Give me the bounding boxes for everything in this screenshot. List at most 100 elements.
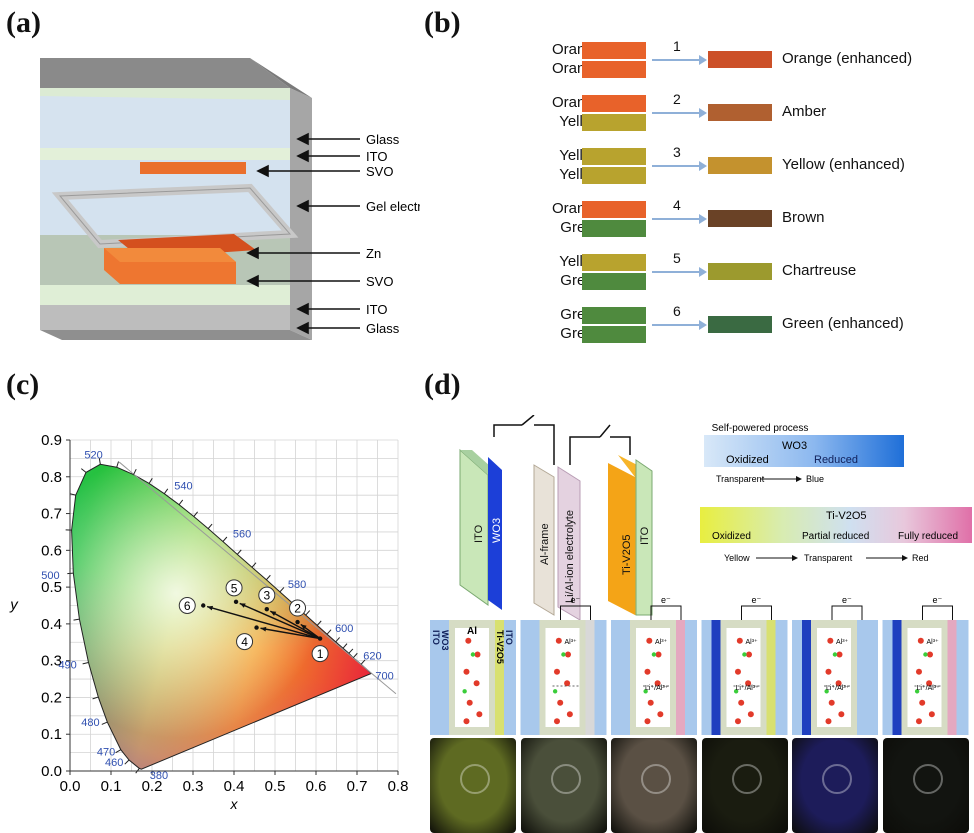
layer-label-glass-top: Glass [366,132,400,147]
x-tick-label: 0.0 [60,778,81,795]
chromaticity-point [254,625,259,630]
al-ion-label: Al³⁺ [746,639,759,646]
x-tick-label: 0.3 [183,778,204,795]
wo3-bar-name: WO3 [782,440,807,452]
x-tick-label: 0.4 [224,778,245,795]
y-tick-label: 0.9 [41,432,62,449]
device-label-al-frame: Al-frame [539,523,551,565]
device-photo [882,738,969,833]
device-label-ito-right: ITO [639,526,651,545]
device-stack-diagram: Glass ITO SVO Gel electrolyte Zn SVO ITO… [40,58,420,340]
layer-label-ito-bottom: ITO [366,302,387,317]
y-tick-label: 0.2 [41,689,62,706]
wavelength-label: 580 [288,579,306,591]
point-label: 6 [184,599,191,613]
x-tick-label: 0.2 [142,778,163,795]
combo-bottom-swatch [582,167,646,184]
electron-label: e⁻ [842,595,852,605]
point-label-circle [311,645,329,663]
combo-result-label: Amber [782,103,827,120]
combo-result-label: Chartreuse [782,262,857,279]
y-tick-label: 0.5 [41,579,62,596]
spectral-locus [71,463,373,770]
wo3-bar-left: Oxidized [726,454,769,466]
y-tick-label: 0.4 [41,616,62,633]
wavelength-label: 470 [97,747,115,759]
device-photo [701,738,788,833]
electrochromic-cell-schematic: e⁻ Al³⁺ Li⁺/Al³⁺ [882,595,969,735]
layer-label-glass-bottom: Glass [366,321,400,336]
layer-label-gel: Gel electrolyte [366,199,420,214]
y-tick-label: 0.3 [41,653,62,670]
x-tick-label: 0.5 [265,778,286,795]
x-tick-label: 0.6 [306,778,327,795]
combo-number: 3 [673,144,681,160]
point-label-circle [236,633,254,651]
combo-result-label: Green (enhanced) [782,315,904,332]
combo-bottom-swatch [582,273,646,290]
chromaticity-point [201,603,206,608]
electron-label: e⁻ [933,595,943,605]
combo-result-swatch [708,316,772,333]
electron-label: e⁻ [661,595,671,605]
x-axis-label: x [230,796,239,812]
combo-top-swatch [582,148,646,165]
device-label-electrolyte: Li/Al-ion electrolyte [564,510,576,603]
combo-top-swatch [582,307,646,324]
combo-result-swatch [708,263,772,280]
combo-top-swatch [582,201,646,218]
chromaticity-point [295,619,300,625]
wavelength-label: 490 [58,660,76,672]
cell-label-ito: ITO [431,630,441,645]
tiv-bar-mid: Partial reduced [802,531,869,542]
tiv-caption-left: Yellow [724,553,750,563]
y-axis-label: y [9,597,19,614]
y-tick-label: 0.1 [41,726,62,743]
electrochromic-cell-schematic: e⁻ Al³⁺ [520,595,607,735]
panel-label-b: (b) [424,6,461,39]
device-photo [611,738,697,833]
combo-arrow [652,320,707,330]
combo-bottom-swatch [582,326,646,343]
wo3-bar-title: Self-powered process [712,423,809,434]
wo3-caption-right: Blue [806,474,824,484]
panel-label-a: (a) [6,6,41,39]
y-tick-label: 0.8 [41,469,62,486]
combo-bottom-swatch [582,61,646,78]
wavelength-label: 380 [150,770,168,782]
electrochromic-cell-schematic: e⁻ Al³⁺ Li⁺/Al³⁺ [792,595,878,735]
device-photo [520,738,607,833]
point-label: 3 [263,589,270,603]
chromaticity-point [233,599,239,605]
wavelength-label: 540 [174,481,192,493]
combo-number: 5 [673,250,681,266]
y-tick-label: 0.0 [41,763,62,780]
combo-result-label: Brown [782,209,825,226]
wavelength-label: 700 [375,671,393,683]
combo-result-label: Orange (enhanced) [782,50,913,67]
electron-label: e⁻ [752,595,762,605]
tiv-bar-name: Ti-V2O5 [826,510,867,522]
point-label-circle [178,597,196,614]
electrochromic-cell-schematic: e⁻ Al³⁺ Li⁺/Al³⁺ [611,595,697,735]
point-label-circle [289,599,307,617]
electrochromic-cell-schematic: e⁻ Al³⁺ Li⁺/Al³⁺ [701,595,788,735]
li-al-ion-label: Li⁺/Al³⁺ [736,685,760,692]
tiv-caption-right: Red [912,553,929,563]
combo-arrow [652,267,707,277]
combo-result-swatch [708,157,772,174]
combo-top-swatch [582,42,646,59]
al-ion-label: Al³⁺ [836,639,849,646]
wavelength-label: 620 [363,651,381,663]
cell-label-al: Al [467,626,477,637]
combo-top-swatch [582,254,646,271]
point-label: 1 [317,647,324,661]
combo-arrow [652,161,707,171]
tiv-bar-left: Oxidized [712,531,751,542]
wo3-caption-left: Transparent [716,474,765,484]
combo-result-label: Yellow (enhanced) [782,156,905,173]
device-label-wo3: WO3 [491,518,503,543]
point-label: 2 [294,602,301,616]
layer-label-zn: Zn [366,246,381,261]
layer-label-svo-top: SVO [366,164,393,179]
